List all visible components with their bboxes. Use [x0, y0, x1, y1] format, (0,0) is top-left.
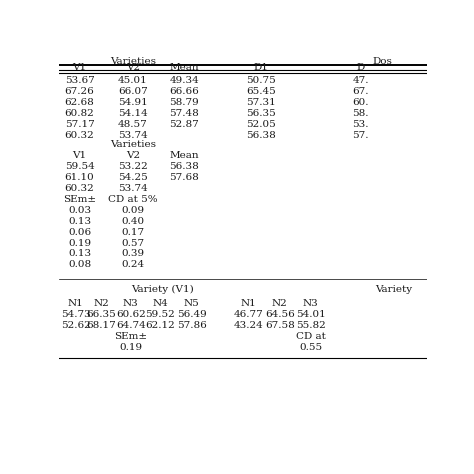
Text: 54.25: 54.25 [118, 173, 147, 182]
Text: 52.87: 52.87 [169, 120, 199, 129]
Text: 56.38: 56.38 [246, 131, 276, 140]
Text: N3: N3 [303, 299, 319, 308]
Text: 0.19: 0.19 [119, 343, 143, 352]
Text: 59.52: 59.52 [146, 310, 175, 319]
Text: 61.10: 61.10 [64, 173, 94, 182]
Text: 57.86: 57.86 [177, 321, 206, 330]
Text: 0.55: 0.55 [299, 343, 322, 352]
Text: 0.24: 0.24 [121, 260, 144, 269]
Text: 53.: 53. [352, 120, 369, 129]
Text: 55.82: 55.82 [296, 321, 326, 330]
Text: Dos: Dos [373, 57, 392, 66]
Text: 67.26: 67.26 [64, 87, 94, 96]
Text: 65.45: 65.45 [246, 87, 276, 96]
Text: 57.48: 57.48 [169, 109, 199, 118]
Text: SEm±: SEm± [114, 332, 147, 341]
Text: 54.14: 54.14 [118, 109, 147, 118]
Text: 53.74: 53.74 [118, 184, 147, 193]
Text: 46.77: 46.77 [234, 310, 264, 319]
Text: V1: V1 [73, 151, 87, 160]
Text: 53.74: 53.74 [118, 131, 147, 140]
Text: 59.54: 59.54 [64, 162, 94, 171]
Text: 62.68: 62.68 [64, 98, 94, 107]
Text: V1: V1 [73, 64, 87, 73]
Text: 0.39: 0.39 [121, 249, 144, 258]
Text: Variety (V1): Variety (V1) [131, 285, 193, 294]
Text: N2: N2 [272, 299, 288, 308]
Text: N4: N4 [153, 299, 168, 308]
Text: V2: V2 [126, 64, 140, 73]
Text: 58.: 58. [352, 109, 369, 118]
Text: 0.57: 0.57 [121, 238, 144, 247]
Text: N5: N5 [183, 299, 200, 308]
Text: 0.17: 0.17 [121, 228, 144, 237]
Text: Mean: Mean [169, 151, 199, 160]
Text: 66.35: 66.35 [87, 310, 117, 319]
Text: Variety: Variety [375, 285, 412, 294]
Text: 60.62: 60.62 [116, 310, 146, 319]
Text: 0.40: 0.40 [121, 217, 144, 226]
Text: 60.: 60. [352, 98, 369, 107]
Text: 57.68: 57.68 [169, 173, 199, 182]
Text: 53.67: 53.67 [64, 76, 94, 85]
Text: V2: V2 [126, 151, 140, 160]
Text: 56.35: 56.35 [246, 109, 276, 118]
Text: SEm±: SEm± [63, 195, 96, 204]
Text: 60.82: 60.82 [64, 109, 94, 118]
Text: 0.06: 0.06 [68, 228, 91, 237]
Text: CD at: CD at [296, 332, 326, 341]
Text: 54.91: 54.91 [118, 98, 147, 107]
Text: CD at 5%: CD at 5% [108, 195, 157, 204]
Text: 47.: 47. [352, 76, 369, 85]
Text: 0.19: 0.19 [68, 238, 91, 247]
Text: 57.31: 57.31 [246, 98, 276, 107]
Text: 43.24: 43.24 [234, 321, 264, 330]
Text: N1: N1 [68, 299, 83, 308]
Text: 60.32: 60.32 [64, 184, 94, 193]
Text: 56.49: 56.49 [177, 310, 206, 319]
Text: 57.17: 57.17 [64, 120, 94, 129]
Text: 54.73: 54.73 [61, 310, 91, 319]
Text: D1: D1 [254, 64, 269, 73]
Text: 52.62: 52.62 [61, 321, 91, 330]
Text: 57.: 57. [352, 131, 369, 140]
Text: 60.32: 60.32 [64, 131, 94, 140]
Text: 68.17: 68.17 [87, 321, 117, 330]
Text: 54.01: 54.01 [296, 310, 326, 319]
Text: 45.01: 45.01 [118, 76, 147, 85]
Text: 0.08: 0.08 [68, 260, 91, 269]
Text: 52.05: 52.05 [246, 120, 276, 129]
Text: 49.34: 49.34 [169, 76, 199, 85]
Text: Varieties: Varieties [109, 57, 156, 66]
Text: 64.56: 64.56 [265, 310, 294, 319]
Text: 50.75: 50.75 [246, 76, 276, 85]
Text: 0.03: 0.03 [68, 206, 91, 215]
Text: 64.74: 64.74 [116, 321, 146, 330]
Text: 67.: 67. [352, 87, 369, 96]
Text: 66.07: 66.07 [118, 87, 147, 96]
Text: 48.57: 48.57 [118, 120, 147, 129]
Text: 0.09: 0.09 [121, 206, 144, 215]
Text: N3: N3 [123, 299, 139, 308]
Text: 66.66: 66.66 [169, 87, 199, 96]
Text: 58.79: 58.79 [169, 98, 199, 107]
Text: D: D [356, 64, 365, 73]
Text: 53.22: 53.22 [118, 162, 147, 171]
Text: N1: N1 [241, 299, 256, 308]
Text: 56.38: 56.38 [169, 162, 199, 171]
Text: 62.12: 62.12 [146, 321, 175, 330]
Text: Varieties: Varieties [109, 140, 156, 149]
Text: 0.13: 0.13 [68, 249, 91, 258]
Text: 0.13: 0.13 [68, 217, 91, 226]
Text: Mean: Mean [169, 64, 199, 73]
Text: 67.58: 67.58 [265, 321, 294, 330]
Text: N2: N2 [94, 299, 109, 308]
